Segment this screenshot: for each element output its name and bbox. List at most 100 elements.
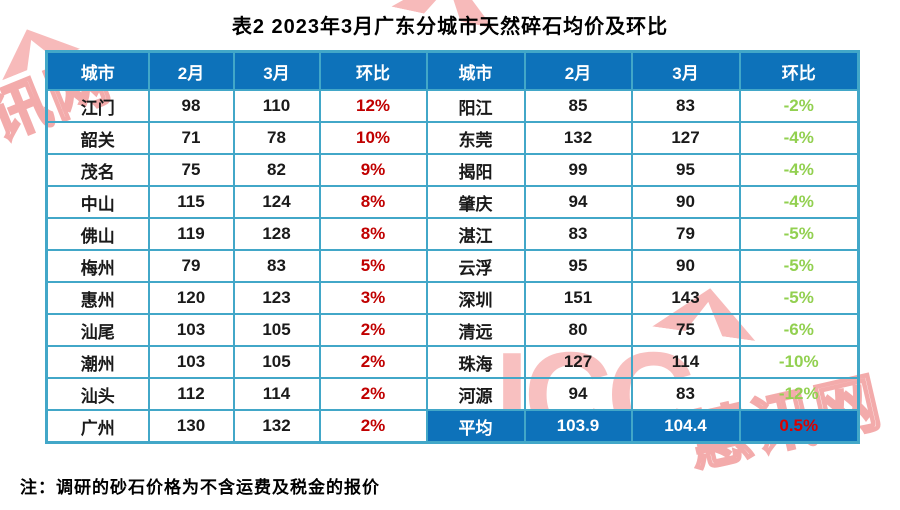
table-row: 韶关 71 78 10% 东莞 132 127 -4% [45,121,860,155]
price-cell: 130 [147,409,235,444]
mom-cell: -2% [738,89,860,123]
price-cell: 90 [630,185,741,219]
city-cell: 清远 [425,313,526,347]
table-row: 中山 115 124 8% 肇庆 94 90 -4% [45,185,860,219]
price-cell: 98 [147,89,235,123]
mom-cell: 5% [318,249,428,283]
price-cell: 114 [630,345,741,379]
table-row: 佛山 119 128 8% 湛江 83 79 -5% [45,217,860,251]
header-city-left: 城市 [45,50,150,91]
table-row: 江门 98 110 12% 阳江 85 83 -2% [45,89,860,123]
city-cell: 中山 [45,185,150,219]
city-cell: 湛江 [425,217,526,251]
price-cell: 127 [523,345,633,379]
price-cell: 79 [147,249,235,283]
mom-cell: 2% [318,377,428,411]
mom-cell: 8% [318,217,428,251]
mom-cell: 0.5% [738,409,860,444]
city-cell: 韶关 [45,121,150,155]
price-cell: 128 [232,217,321,251]
table-row: 茂名 75 82 9% 揭阳 99 95 -4% [45,153,860,187]
price-cell: 120 [147,281,235,315]
city-cell: 珠海 [425,345,526,379]
mom-cell: -4% [738,153,860,187]
city-cell: 深圳 [425,281,526,315]
table-header-row: 城市 2月 3月 环比 城市 2月 3月 环比 [45,50,860,91]
header-mar-right: 3月 [630,50,741,91]
mom-cell: -4% [738,185,860,219]
mom-cell: 8% [318,185,428,219]
mom-cell: 10% [318,121,428,155]
price-cell: 110 [232,89,321,123]
mom-cell: -10% [738,345,860,379]
price-cell: 90 [630,249,741,283]
table-body: 江门 98 110 12% 阳江 85 83 -2% 韶关 71 78 10% 东莞 132 127 -4% 茂… [45,89,860,444]
mom-cell: -5% [738,217,860,251]
table-row: 汕尾 103 105 2% 清远 80 75 -6% [45,313,860,347]
price-cell: 83 [232,249,321,283]
mom-cell: -12% [738,377,860,411]
price-cell: 95 [523,249,633,283]
mom-cell: 3% [318,281,428,315]
city-cell: 云浮 [425,249,526,283]
city-cell: 阳江 [425,89,526,123]
table-row: 潮州 103 105 2% 珠海 127 114 -10% [45,345,860,379]
price-cell: 123 [232,281,321,315]
price-cell: 99 [523,153,633,187]
header-city-right: 城市 [425,50,526,91]
price-cell: 80 [523,313,633,347]
mom-cell: 2% [318,409,428,444]
city-cell: 佛山 [45,217,150,251]
price-cell: 119 [147,217,235,251]
price-cell: 127 [630,121,741,155]
price-cell: 112 [147,377,235,411]
price-cell: 94 [523,377,633,411]
price-cell: 75 [630,313,741,347]
price-cell: 143 [630,281,741,315]
price-cell: 132 [232,409,321,444]
page-title: 表2 2023年3月广东分城市天然碎石均价及环比 [231,16,669,38]
header-feb-right: 2月 [523,50,633,91]
city-cell: 江门 [45,89,150,123]
mom-cell: 2% [318,345,428,379]
price-cell: 104.4 [630,409,741,444]
price-cell: 85 [523,89,633,123]
price-cell: 95 [630,153,741,187]
price-cell: 114 [232,377,321,411]
price-cell: 94 [523,185,633,219]
city-cell: 惠州 [45,281,150,315]
mom-cell: -4% [738,121,860,155]
table-row: 梅州 79 83 5% 云浮 95 90 -5% [45,249,860,283]
table-row: 汕头 112 114 2% 河源 94 83 -12% [45,377,860,411]
price-cell: 132 [523,121,633,155]
header-feb-left: 2月 [147,50,235,91]
header-mom-left: 环比 [318,50,428,91]
price-cell: 82 [232,153,321,187]
table-row: 惠州 120 123 3% 深圳 151 143 -5% [45,281,860,315]
mom-cell: 2% [318,313,428,347]
price-cell: 103 [147,313,235,347]
table-row: 广州 130 132 2% 平均 103.9 104.4 0.5% [45,409,860,444]
mom-cell: -6% [738,313,860,347]
price-cell: 71 [147,121,235,155]
footnote: 注：调研的砂石价格为不含运费及税金的报价 [20,478,380,497]
city-cell: 茂名 [45,153,150,187]
city-cell: 汕尾 [45,313,150,347]
city-cell: 梅州 [45,249,150,283]
price-cell: 103.9 [523,409,633,444]
city-cell: 东莞 [425,121,526,155]
price-cell: 124 [232,185,321,219]
mom-cell: 9% [318,153,428,187]
price-cell: 83 [630,377,741,411]
price-cell: 75 [147,153,235,187]
city-cell: 肇庆 [425,185,526,219]
city-cell: 广州 [45,409,150,444]
price-cell: 83 [630,89,741,123]
price-cell: 151 [523,281,633,315]
price-cell: 83 [523,217,633,251]
header-mar-left: 3月 [232,50,321,91]
header-mom-right: 环比 [738,50,860,91]
price-cell: 78 [232,121,321,155]
price-cell: 103 [147,345,235,379]
city-cell: 河源 [425,377,526,411]
